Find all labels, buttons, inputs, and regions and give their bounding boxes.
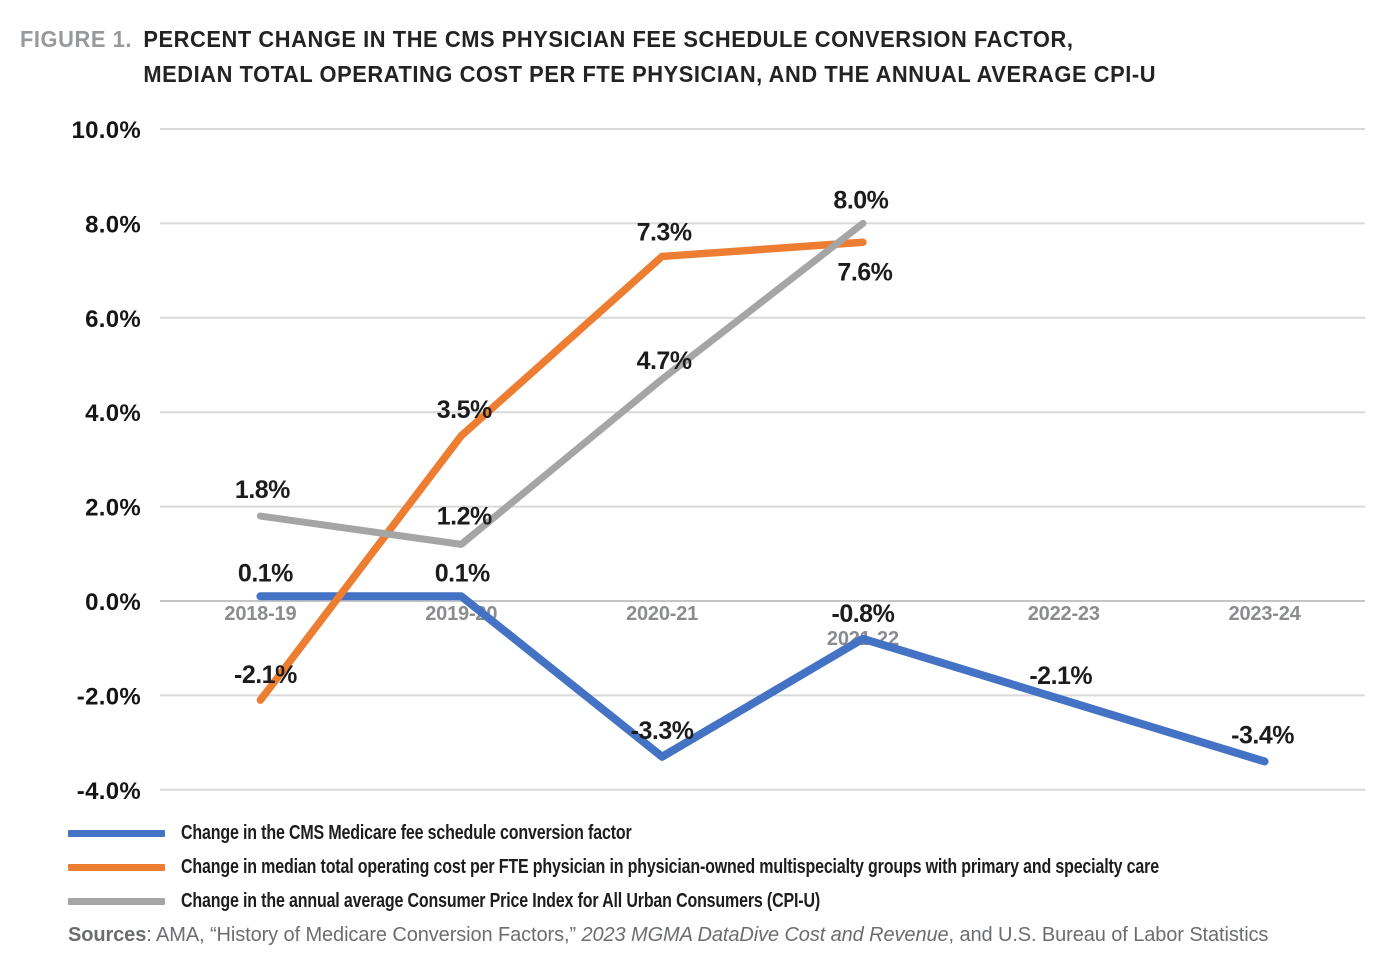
data-label: 7.3% — [637, 218, 692, 246]
y-tick-label: 8.0% — [85, 211, 141, 238]
x-tick-label: 2018-19 — [224, 603, 296, 625]
sources-prefix: Sources — [68, 924, 147, 946]
y-tick-label: -2.0% — [77, 683, 141, 710]
data-label: 7.6% — [837, 258, 892, 286]
x-tick-label: 2022-23 — [1028, 603, 1100, 625]
data-label: -2.1% — [234, 661, 297, 689]
series-line-2 — [256, 219, 867, 548]
legend-label: Change in median total operating cost pe… — [181, 855, 1159, 878]
legend-swatch-gray — [68, 897, 165, 905]
y-tick-label: 6.0% — [85, 306, 141, 333]
data-label: 1.8% — [235, 476, 290, 504]
data-label: 0.1% — [238, 559, 293, 587]
data-label: -3.4% — [1231, 721, 1294, 749]
figure-title-line1: PERCENT CHANGE IN THE CMS PHYSICIAN FEE … — [143, 26, 1074, 52]
data-label: 4.7% — [637, 347, 692, 375]
figure-label: FIGURE 1. — [20, 26, 132, 52]
legend-item-cpi-u: Change in the annual average Consumer Pr… — [68, 890, 1400, 912]
x-tick-label: 2020-21 — [626, 603, 698, 625]
figure-title: PERCENT CHANGE IN THE CMS PHYSICIAN FEE … — [143, 22, 1156, 92]
sources-italic-citation: 2023 MGMA DataDive Cost and Revenue — [581, 924, 949, 946]
data-label: 8.0% — [833, 186, 888, 214]
legend-swatch-orange — [68, 863, 165, 871]
figure-title-line2: MEDIAN TOTAL OPERATING COST PER FTE PHYS… — [143, 61, 1157, 87]
sources-line: Sources: AMA, “History of Medicare Conve… — [68, 924, 1268, 947]
legend-item-operating-cost: Change in median total operating cost pe… — [68, 856, 1400, 878]
data-label: -2.1% — [1029, 662, 1092, 690]
data-label: -3.3% — [631, 717, 694, 745]
sources-text: , and U.S. Bureau of Labor Statistics — [948, 924, 1269, 946]
y-tick-label: 0.0% — [85, 589, 141, 616]
y-tick-label: 10.0% — [71, 117, 141, 144]
legend-item-cms-conversion-factor: Change in the CMS Medicare fee schedule … — [68, 822, 1400, 844]
legend-label: Change in the annual average Consumer Pr… — [181, 889, 821, 912]
sources-text: : AMA, “History of Medicare Conversion F… — [146, 924, 582, 946]
legend-label: Change in the CMS Medicare fee schedule … — [181, 821, 632, 844]
data-label: -0.8% — [832, 600, 895, 628]
y-tick-label: 4.0% — [85, 400, 141, 427]
data-label: 3.5% — [437, 396, 492, 424]
legend-swatch-blue — [68, 829, 165, 837]
series-line-0 — [256, 592, 1269, 766]
chart-legend: Change in the CMS Medicare fee schedule … — [68, 822, 1400, 924]
figure-header: FIGURE 1. PERCENT CHANGE IN THE CMS PHYS… — [20, 22, 1156, 92]
y-tick-label: -4.0% — [77, 778, 141, 805]
data-label: 0.1% — [435, 559, 490, 587]
data-label: 1.2% — [437, 502, 492, 530]
series-line-1 — [256, 238, 867, 704]
y-tick-label: 2.0% — [85, 495, 141, 522]
x-tick-label: 2023-24 — [1229, 603, 1302, 625]
